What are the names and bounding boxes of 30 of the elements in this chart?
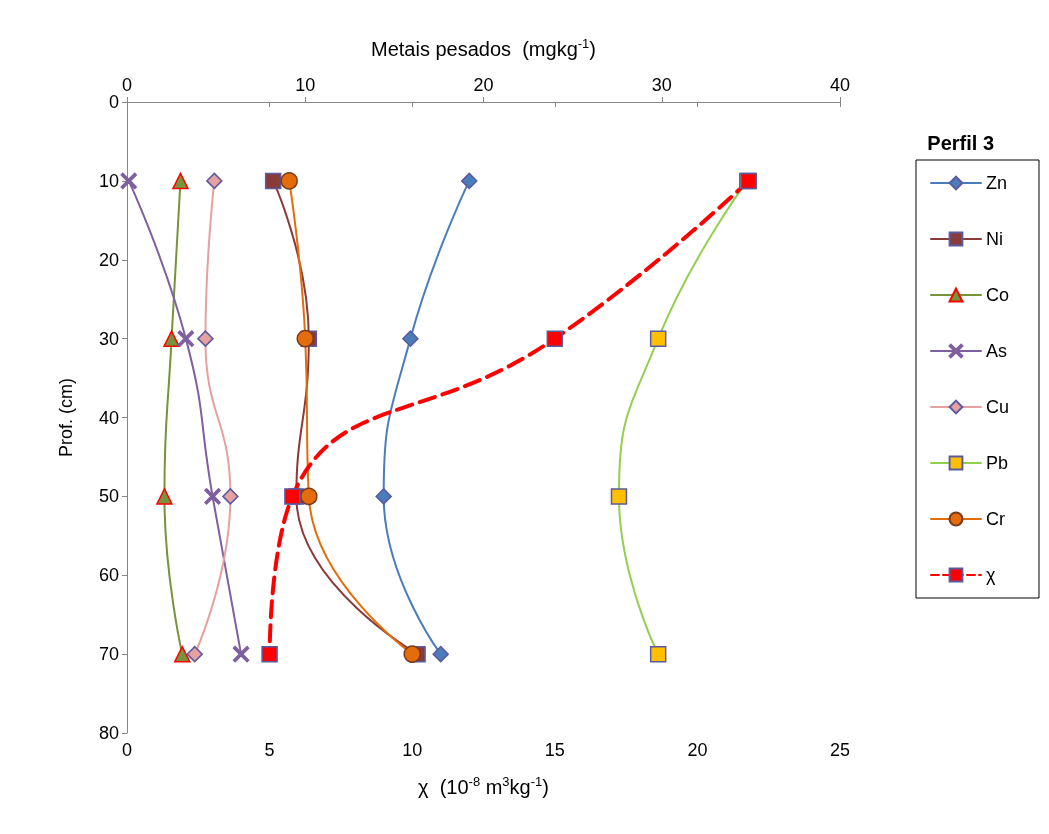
legend-label: Cu (985, 397, 1010, 417)
y-tick-label: 50 (98, 486, 119, 507)
y-tick-label: 30 (98, 328, 119, 349)
x2-tick-label: 0 (121, 75, 133, 95)
y-tick-label: 60 (98, 565, 119, 586)
y-axis-title: Prof. (cm) (56, 378, 76, 457)
x-tick-label: 0 (121, 740, 133, 760)
y-tick-label: 40 (98, 407, 119, 428)
x-tick-label: 20 (687, 740, 708, 760)
y-tick-label: 0 (108, 92, 119, 112)
x2-tick-label: 40 (829, 75, 851, 95)
x2-tick-label: 10 (295, 75, 316, 95)
x-tick-label: 5 (264, 740, 275, 760)
x2-tick-label: 20 (473, 75, 494, 95)
legend-label: Pb (985, 453, 1009, 473)
legend-label: Cr (985, 509, 1005, 529)
y-tick-label: 20 (98, 249, 119, 270)
x-tick-label: 10 (402, 740, 423, 760)
x2-tick-label: 30 (651, 75, 672, 95)
legend-label: χ (985, 565, 996, 585)
y-tick-label: 10 (98, 170, 119, 191)
legend-label: Co (985, 285, 1010, 305)
legend-label: As (985, 341, 1008, 361)
x-tick-label: 15 (544, 740, 565, 760)
legend-label: Ni (985, 229, 1003, 249)
x-tick-label: 25 (829, 740, 851, 760)
y-tick-label: 80 (98, 723, 119, 743)
legend-label: Zn (985, 173, 1008, 193)
legend-title: Perfil 3 (927, 132, 994, 154)
y-tick-label: 70 (98, 644, 119, 665)
